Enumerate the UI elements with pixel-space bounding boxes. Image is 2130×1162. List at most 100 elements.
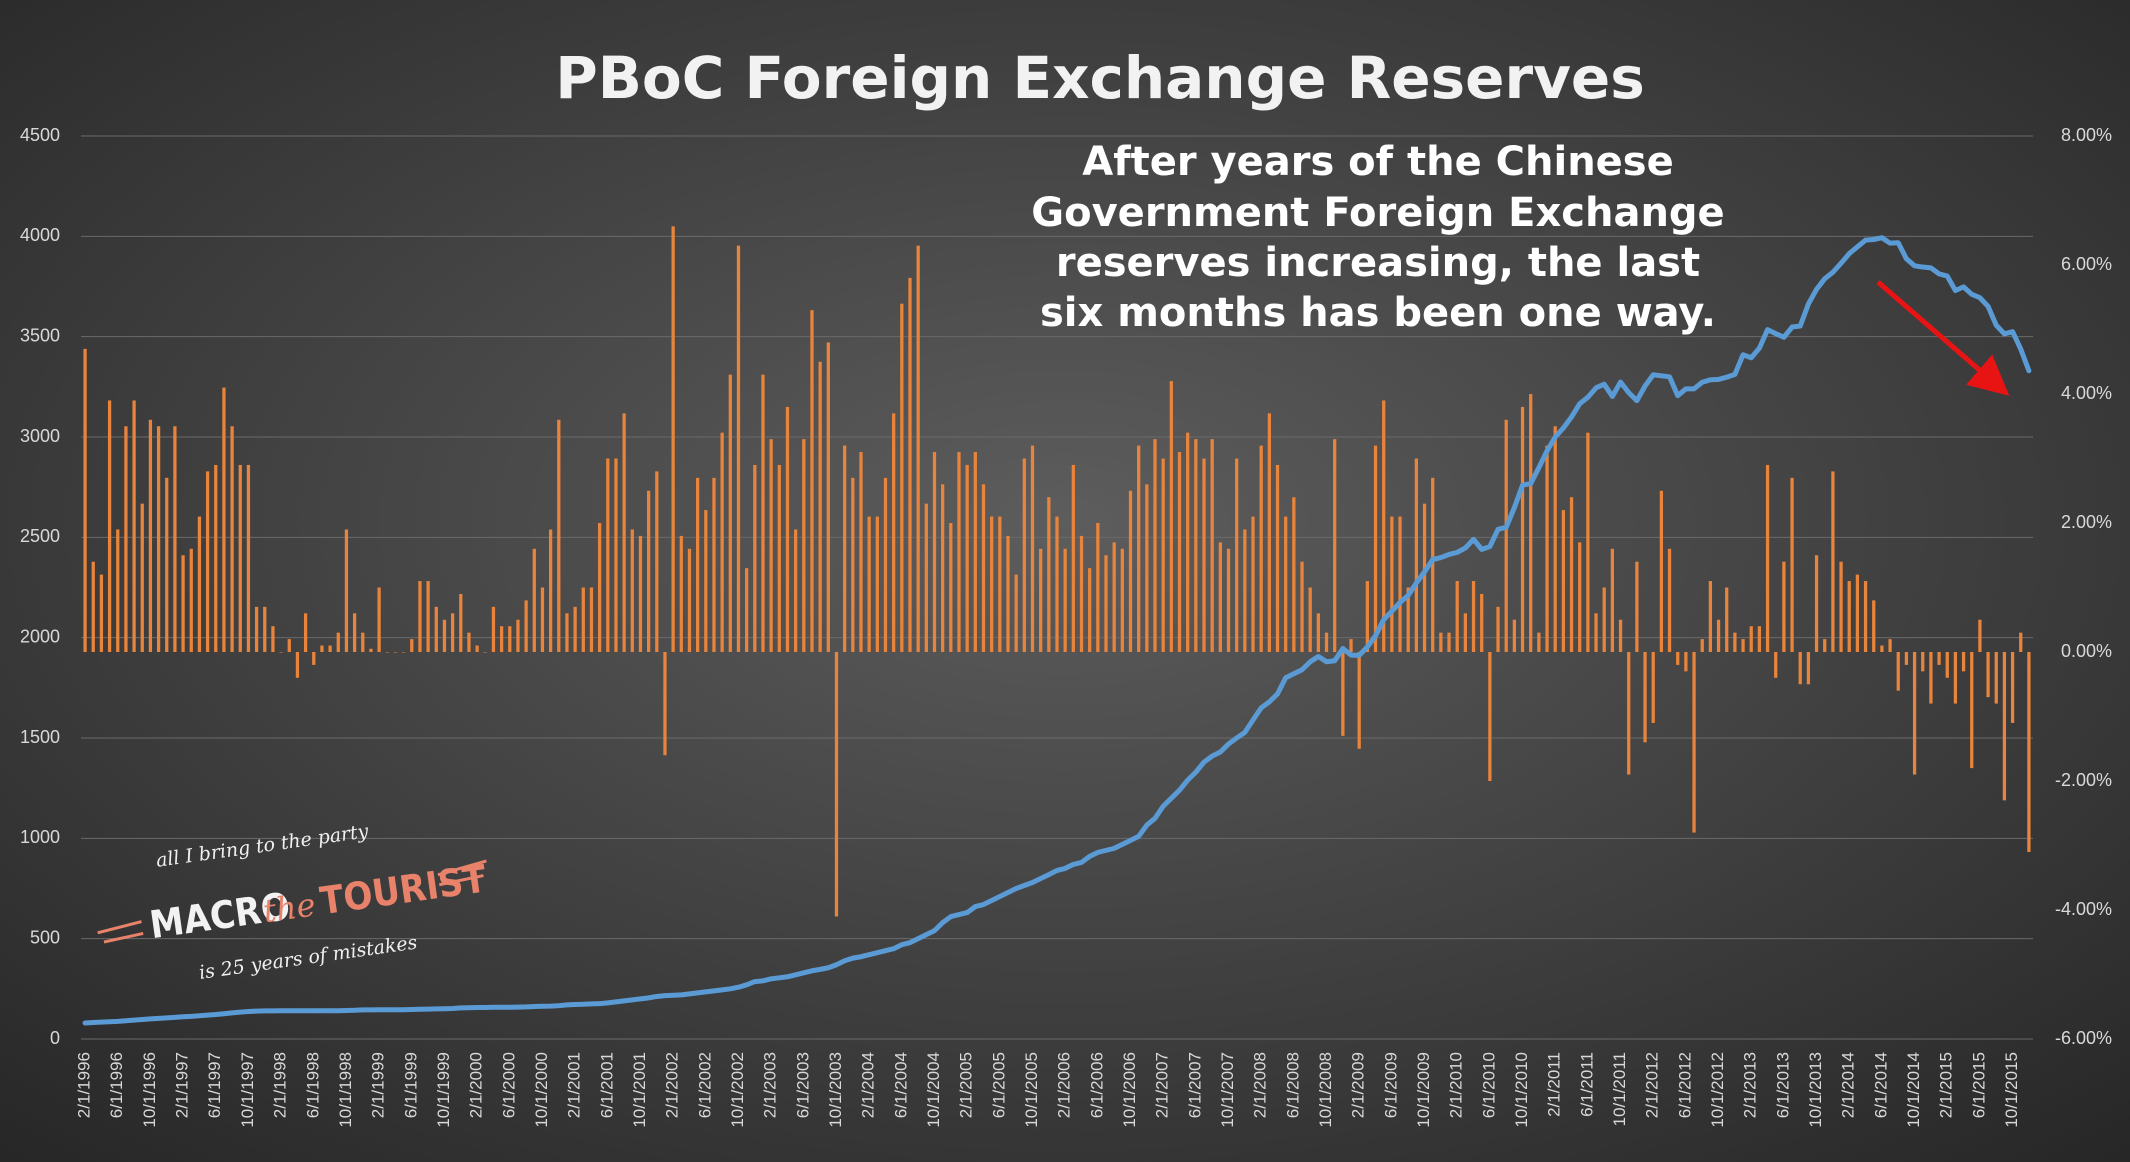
bar bbox=[508, 626, 512, 652]
bar bbox=[1316, 613, 1320, 652]
y-tick-label: 0 bbox=[50, 1028, 60, 1048]
bar bbox=[1267, 413, 1271, 652]
bar bbox=[426, 581, 430, 652]
x-tick-label: 2/1/2003 bbox=[761, 1052, 780, 1118]
bar bbox=[279, 652, 283, 653]
bar bbox=[1586, 432, 1590, 652]
y-tick-label: 3500 bbox=[20, 325, 60, 345]
bar bbox=[973, 452, 977, 652]
bar bbox=[1055, 516, 1059, 652]
bar bbox=[1463, 613, 1468, 652]
line-layer bbox=[82, 235, 2032, 1026]
y-tick-label: 4000 bbox=[20, 225, 60, 245]
x-tick-label: 2/1/2004 bbox=[859, 1052, 878, 1118]
bar bbox=[1627, 652, 1631, 775]
bar bbox=[646, 490, 651, 652]
bar bbox=[1635, 561, 1639, 652]
x-tick-label: 10/1/2015 bbox=[2002, 1052, 2021, 1128]
bar bbox=[1520, 406, 1525, 652]
bar bbox=[622, 413, 626, 652]
x-tick-label: 10/1/2012 bbox=[1708, 1052, 1727, 1128]
bar bbox=[336, 632, 340, 652]
bar bbox=[573, 606, 577, 652]
bar bbox=[1063, 548, 1067, 652]
bar bbox=[1455, 581, 1459, 652]
bar bbox=[2019, 632, 2023, 652]
bar bbox=[124, 426, 128, 652]
bar bbox=[1831, 471, 1835, 652]
bar bbox=[91, 561, 95, 652]
x-tick-label: 2/1/2001 bbox=[565, 1052, 584, 1118]
bar bbox=[1104, 555, 1108, 652]
bar bbox=[1643, 652, 1647, 743]
bar bbox=[1128, 490, 1133, 652]
bar bbox=[1422, 503, 1427, 652]
x-tick-label: 6/1/2002 bbox=[695, 1052, 714, 1118]
bar bbox=[1945, 652, 1949, 678]
bar bbox=[1030, 445, 1035, 652]
x-tick-label: 10/1/2003 bbox=[826, 1052, 845, 1128]
x-tick-label: 2/1/2005 bbox=[957, 1052, 976, 1118]
bar bbox=[156, 426, 161, 652]
x-tick-label: 2/1/2002 bbox=[663, 1052, 682, 1118]
bar bbox=[1471, 581, 1476, 652]
arrow bbox=[1876, 280, 2010, 396]
x-tick-label: 6/1/2013 bbox=[1773, 1052, 1792, 1118]
bar bbox=[1741, 639, 1745, 652]
bar bbox=[2027, 652, 2031, 852]
bar bbox=[1961, 652, 1966, 672]
bar bbox=[181, 555, 185, 652]
bar bbox=[1994, 652, 1998, 704]
y-tick-label: 2500 bbox=[20, 526, 60, 546]
bar bbox=[785, 406, 790, 652]
y2-tick-label: -4.00% bbox=[2055, 899, 2112, 919]
bar bbox=[1929, 652, 1933, 704]
bar bbox=[467, 632, 471, 652]
bar bbox=[826, 342, 830, 652]
bar bbox=[720, 432, 724, 652]
bar bbox=[214, 464, 218, 652]
bar bbox=[393, 652, 398, 653]
bar bbox=[385, 652, 389, 653]
bar bbox=[965, 464, 969, 652]
bar bbox=[1970, 652, 1974, 769]
bar bbox=[1790, 477, 1794, 652]
bar bbox=[1667, 548, 1672, 652]
y-tick-label: 4500 bbox=[20, 125, 60, 145]
bar bbox=[1618, 619, 1623, 652]
bar bbox=[1243, 529, 1247, 652]
bar bbox=[834, 652, 839, 917]
x-tick-label: 6/1/2009 bbox=[1381, 1052, 1400, 1118]
bar bbox=[597, 523, 602, 652]
bar bbox=[614, 458, 618, 652]
bar bbox=[1733, 632, 1737, 652]
y-tick-label: 1500 bbox=[20, 727, 60, 747]
x-tick-label: 6/1/1998 bbox=[303, 1052, 322, 1118]
bar bbox=[1414, 458, 1418, 652]
logo-main: the bbox=[261, 885, 318, 930]
bar bbox=[410, 639, 414, 652]
bar bbox=[1169, 381, 1173, 652]
bar bbox=[1757, 626, 1762, 652]
x-tick-label: 2/1/2000 bbox=[467, 1052, 486, 1118]
bar bbox=[1333, 439, 1337, 652]
bar bbox=[173, 426, 177, 652]
y2-tick-label: 0.00% bbox=[2061, 641, 2112, 661]
bar bbox=[442, 619, 447, 652]
bar bbox=[557, 419, 561, 652]
bar bbox=[1071, 464, 1075, 652]
bar bbox=[875, 516, 879, 652]
x-tick-label: 2/1/2010 bbox=[1447, 1052, 1466, 1118]
x-tick-label: 10/1/2011 bbox=[1610, 1052, 1629, 1126]
bar bbox=[1978, 619, 1982, 652]
bar bbox=[1275, 464, 1280, 652]
bar bbox=[312, 652, 316, 665]
bar bbox=[655, 471, 659, 652]
bar bbox=[1022, 458, 1026, 652]
bar bbox=[1863, 581, 1868, 652]
bar bbox=[1651, 652, 1655, 723]
x-tick-label: 10/1/2008 bbox=[1316, 1052, 1335, 1128]
bar bbox=[1700, 639, 1704, 652]
bar bbox=[1937, 652, 1941, 665]
x-tick-label: 6/1/2004 bbox=[891, 1052, 910, 1118]
